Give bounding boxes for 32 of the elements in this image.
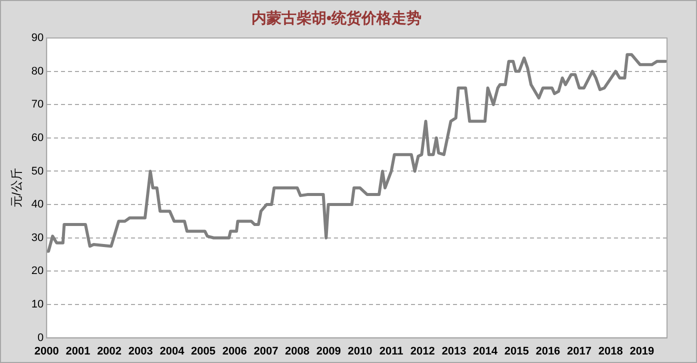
- y-tick-label: 70: [31, 98, 44, 111]
- x-tick-label: 2006: [222, 345, 247, 358]
- x-tick-label: 2009: [316, 345, 341, 358]
- chart-title: 内蒙古柴胡•统货价格走势: [251, 10, 422, 28]
- x-tick-label: 2005: [191, 345, 216, 358]
- x-tick-label: 2019: [630, 345, 654, 358]
- x-tick-label: 2013: [442, 345, 466, 358]
- y-tick-label: 0: [38, 332, 44, 344]
- x-tick-label: 2004: [160, 345, 186, 358]
- y-tick-label: 90: [31, 32, 44, 44]
- x-tick-label: 2008: [285, 345, 310, 358]
- x-tick-label: 2015: [504, 345, 529, 358]
- x-tick-label: 2001: [66, 345, 90, 358]
- y-tick-label: 10: [31, 298, 44, 311]
- x-tick-label: 2010: [348, 345, 372, 358]
- x-tick-label: 2017: [567, 345, 592, 358]
- x-tick-label: 2007: [254, 345, 278, 358]
- x-tick-label: 2016: [536, 345, 560, 358]
- y-axis-title: 元/公斤: [10, 168, 24, 208]
- y-tick-label: 60: [31, 132, 44, 144]
- x-tick-label: 2002: [97, 345, 122, 358]
- y-tick-label: 40: [31, 198, 44, 211]
- x-tick-label: 2018: [598, 345, 623, 358]
- x-tick-label: 2003: [128, 345, 153, 358]
- x-tick-label: 2000: [34, 345, 59, 358]
- y-tick-label: 80: [31, 65, 44, 78]
- y-tick-label: 50: [31, 165, 44, 178]
- x-tick-label: 2014: [473, 345, 498, 358]
- y-tick-label: 20: [31, 265, 44, 278]
- y-tick-label: 30: [31, 232, 44, 244]
- x-tick-label: 2012: [410, 345, 435, 358]
- x-tick-label: 2011: [379, 345, 404, 358]
